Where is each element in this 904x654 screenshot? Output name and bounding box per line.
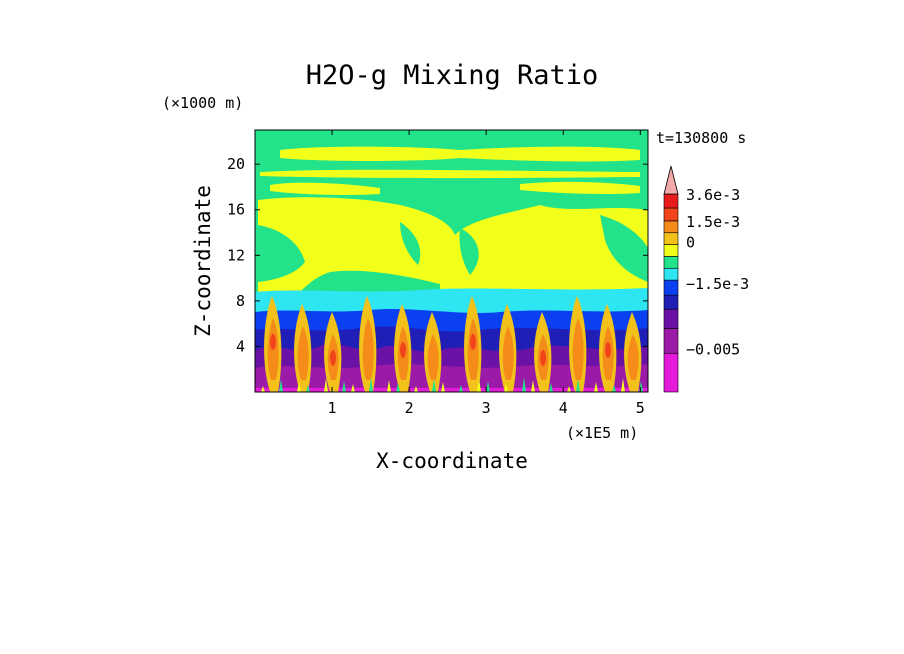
band-yellow-streak — [280, 146, 640, 162]
plume-orange — [572, 318, 584, 380]
band-yellow-streak — [520, 181, 640, 194]
x-axis-label: X-coordinate — [376, 449, 528, 473]
speckle — [297, 382, 301, 392]
surface-speckles — [261, 377, 643, 392]
colorbar: 3.6e-3 1.5e-3 0 −1.5e-3 −0.005 — [663, 165, 749, 393]
y-axis-ticks: 4 8 12 16 20 — [227, 155, 648, 355]
colorbar-extend-arrow — [663, 165, 679, 195]
colorbar-label: −1.5e-3 — [686, 275, 749, 293]
speckle — [369, 377, 373, 392]
speckle — [351, 384, 355, 392]
speckle — [459, 385, 463, 392]
x-unit-label: (×1E5 m) — [566, 424, 638, 442]
x-tick-label: 5 — [636, 399, 645, 417]
contour-field — [255, 130, 648, 392]
speckle — [396, 383, 400, 392]
y-tick-label: 4 — [236, 337, 245, 355]
band-green-patch — [258, 225, 305, 282]
speckle — [486, 381, 490, 392]
colorbar-level — [663, 328, 679, 354]
y-unit-label: (×1000 m) — [162, 94, 243, 112]
band-green-patch — [400, 222, 421, 265]
band-green-patch — [600, 215, 648, 282]
colorbar-level — [663, 232, 679, 245]
plume-orange — [297, 326, 309, 380]
speckle — [531, 380, 535, 392]
colorbar-level — [663, 193, 679, 209]
x-tick-label: 1 — [328, 399, 337, 417]
colorbar-level — [663, 308, 679, 329]
band-yellow-streak — [270, 182, 380, 195]
x-axis-ticks: 1 2 3 4 5 — [328, 130, 645, 417]
band-yellow-streak — [260, 169, 640, 179]
time-label: t=130800 s — [656, 129, 746, 147]
speckle — [594, 382, 598, 392]
colorbar-level — [663, 244, 679, 257]
speckle — [306, 385, 310, 392]
speckle — [504, 384, 508, 392]
colorbar-label: −0.005 — [686, 340, 740, 358]
speckle — [261, 386, 265, 392]
speckle — [279, 379, 283, 392]
x-tick-label: 3 — [482, 399, 491, 417]
colorbar-label: 3.6e-3 — [686, 186, 740, 204]
speckle — [549, 383, 553, 392]
colorbar-level — [663, 220, 679, 234]
speckle — [387, 380, 391, 392]
x-tick-label: 2 — [405, 399, 414, 417]
plume-core-red — [270, 334, 276, 350]
plume-core-red — [540, 350, 546, 366]
speckle — [576, 379, 580, 392]
colorbar-label: 1.5e-3 — [686, 213, 740, 231]
speckle — [567, 386, 571, 392]
warm-plumes — [264, 296, 642, 392]
band-green-patch — [459, 228, 479, 275]
colorbar-level — [663, 352, 679, 393]
plume-orange — [427, 334, 439, 380]
chart-title: H2O-g Mixing Ratio — [306, 60, 599, 91]
y-tick-label: 20 — [227, 155, 245, 173]
colorbar-level — [663, 294, 679, 310]
band-yellow-plume — [258, 197, 648, 292]
speckle — [621, 378, 625, 392]
y-axis-label: Z-coordinate — [191, 185, 215, 337]
speckle — [324, 378, 328, 392]
plume-core-red — [470, 334, 476, 350]
colorbar-level — [663, 279, 679, 296]
speckle — [477, 378, 481, 392]
colorbar-level — [663, 256, 679, 269]
band-green-patch — [300, 270, 440, 292]
y-tick-label: 12 — [227, 246, 245, 264]
speckle — [522, 377, 526, 392]
colorbar-level — [663, 207, 679, 222]
plume-orange — [502, 326, 514, 380]
y-tick-label: 16 — [227, 201, 245, 219]
plume-core-red — [605, 342, 611, 358]
plot-frame — [254, 129, 649, 393]
plume-orange — [627, 334, 639, 380]
speckle — [342, 381, 346, 392]
band-magenta — [255, 388, 648, 392]
speckle — [432, 379, 436, 392]
plume-core-red — [330, 350, 336, 366]
plume-core-red — [400, 342, 406, 358]
colorbar-level — [663, 267, 679, 281]
plume-orange — [362, 318, 374, 380]
x-tick-label: 4 — [559, 399, 568, 417]
speckle — [441, 382, 445, 392]
colorbar-label: 0 — [686, 234, 695, 252]
speckle — [414, 386, 418, 392]
band-violet — [255, 364, 648, 392]
speckle — [612, 385, 616, 392]
y-tick-label: 8 — [236, 292, 245, 310]
